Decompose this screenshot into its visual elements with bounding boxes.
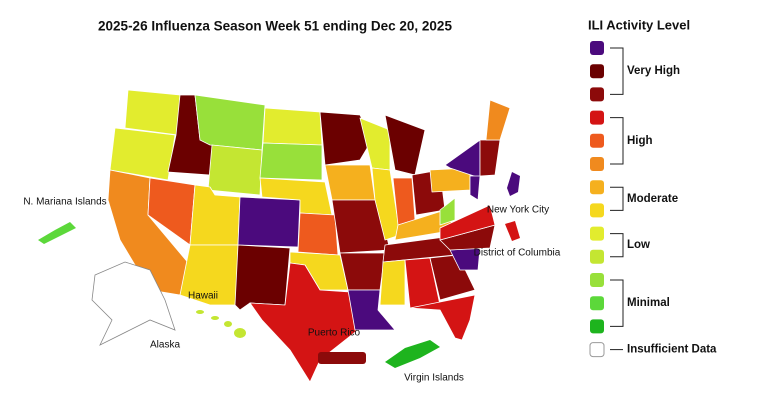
legend-label: Moderate (627, 193, 678, 205)
legend-swatch (589, 342, 605, 358)
legend-swatch (590, 249, 604, 264)
legend-swatch (590, 319, 604, 334)
legend-swatch (590, 180, 604, 195)
legend-label: Very High (627, 65, 680, 77)
territory-label: Hawaii (188, 291, 218, 302)
legend-swatch (590, 64, 604, 79)
legend-title: ILI Activity Level (588, 17, 690, 32)
legend-swatch (590, 226, 604, 241)
us-map (107, 89, 511, 383)
legend-bracket (610, 233, 624, 258)
legend-label: Insufficient Data (627, 344, 717, 356)
territory-label: District of Columbia (474, 248, 561, 259)
legend-bracket (610, 279, 624, 327)
territory-label: Alaska (150, 340, 180, 351)
territories: N. Mariana Islands New York City Distric… (23, 172, 561, 384)
legend-swatch (590, 296, 604, 311)
legend-label: High (627, 135, 653, 147)
legend-label: Minimal (627, 297, 670, 309)
legend-bracket (610, 117, 624, 165)
legend: ILI Activity Level Very High High Moderate… (588, 17, 717, 358)
legend-bracket (610, 47, 624, 95)
title: 2025-26 Influenza Season Week 51 ending … (98, 19, 452, 34)
legend-swatch (590, 41, 604, 55)
legend-swatch (590, 87, 604, 102)
legend-swatch (590, 157, 604, 171)
legend-swatch (590, 273, 604, 287)
legend-swatch (590, 203, 604, 218)
territory-label: Puerto Rico (308, 328, 361, 339)
legend-label: Low (627, 239, 650, 251)
legend-bracket (610, 186, 624, 211)
territory-label: N. Mariana Islands (23, 197, 106, 208)
legend-swatch (590, 110, 604, 125)
legend-swatch (590, 133, 604, 148)
territory-label: New York City (487, 205, 549, 216)
territory-label: Virgin Islands (404, 373, 464, 384)
